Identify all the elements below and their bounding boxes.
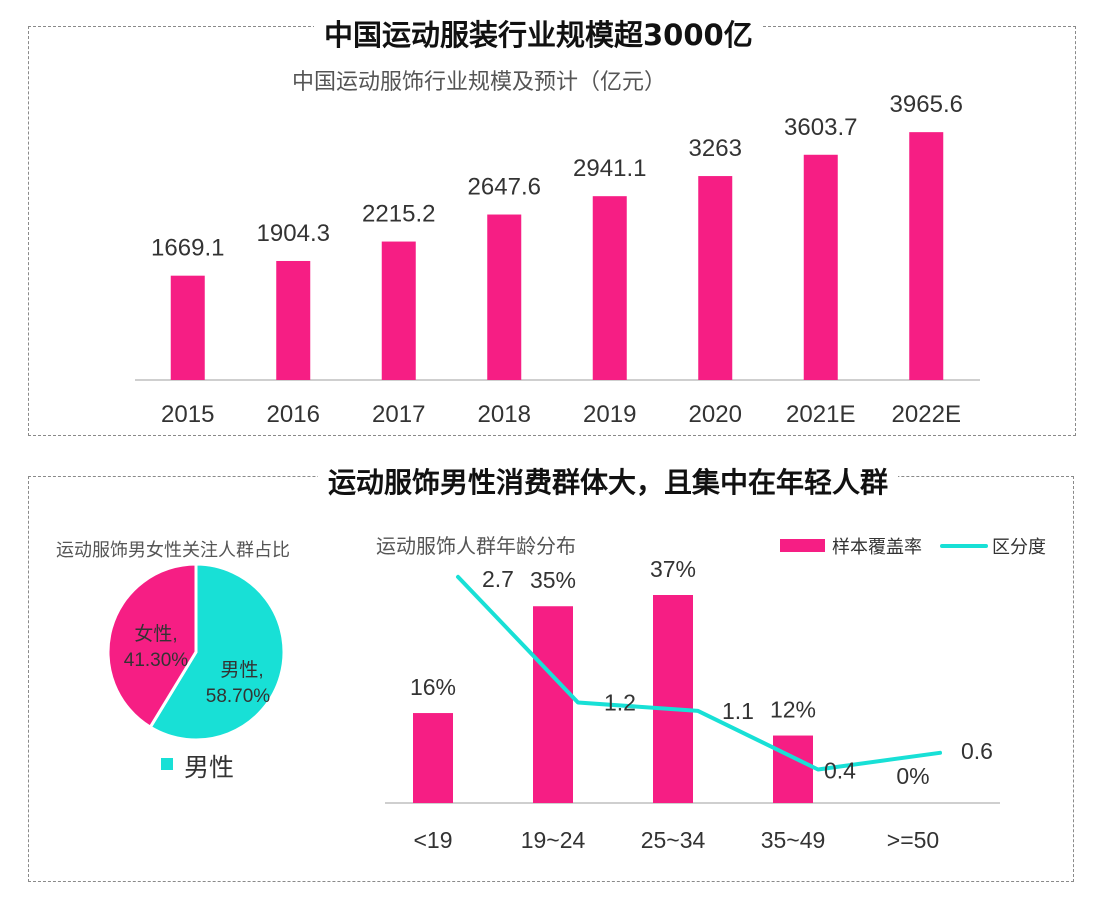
legend-label-discrimination: 区分度 [992,537,1046,557]
data-label-2020: 3263 [689,135,742,162]
age-x-tick-2: 25~34 [641,827,706,853]
age-bar-1 [533,606,573,803]
pie-label-female-name: 女性, [134,623,177,645]
bar-2017 [381,241,416,380]
data-label-2019: 2941.1 [573,155,646,182]
age-chart-title: 运动服饰人群年龄分布 [376,534,576,558]
pie-slice-female [106,562,198,730]
age-x-tick-1: 19~24 [521,827,586,853]
data-label-2016: 1904.3 [257,220,330,247]
age-bar-2 [653,595,693,803]
bar-2019 [592,196,627,380]
bottom-panel-title: 运动服饰男性消费群体大，且集中在年轻人群 [318,461,899,501]
data-label-2017: 2215.2 [362,201,435,228]
age-x-tick-3: 35~49 [761,827,826,853]
bar-2016 [276,260,311,380]
line-label-3: 0.4 [824,758,856,784]
data-label-2015: 1669.1 [151,235,224,262]
x-tick-2021E: 2021E [786,401,855,428]
x-tick-2019: 2019 [583,401,636,428]
pie-slice-male [148,562,286,742]
line-label-0: 2.7 [482,566,514,592]
age-bar-label-1: 35% [530,567,576,593]
x-tick-2020: 2020 [689,401,742,428]
pie-label-male-value: 58.70% [206,686,271,707]
bar-2018 [487,214,522,380]
data-label-2018: 2647.6 [468,174,541,201]
x-tick-2022E: 2022E [892,401,961,428]
age-bar-label-3: 12% [770,697,816,723]
top-chart-subtitle: 中国运动服饰行业规模及预计（亿元） [292,70,667,95]
age-bar-label-4: 0% [896,763,929,789]
top-panel-title: 中国运动服装行业规模超3000亿 [314,12,763,54]
age-x-tick-4: >=50 [887,827,939,853]
x-tick-2016: 2016 [267,401,320,428]
x-tick-2017: 2017 [372,401,425,428]
bar-2022E [909,132,944,380]
bar-2020 [698,176,733,380]
data-label-2021E: 3603.7 [784,114,857,141]
bar-2021E [803,154,838,380]
age-bar-0 [413,713,453,803]
line-label-1: 1.2 [604,690,636,716]
line-label-2: 1.1 [722,698,754,724]
legend-swatch-coverage [780,539,825,552]
age-bar-label-0: 16% [410,674,456,700]
legend-label-coverage: 样本覆盖率 [832,537,922,557]
x-tick-2015: 2015 [161,401,214,428]
pie-legend-swatch-male [161,758,173,770]
pie-label-male-name: 男性, [220,659,263,681]
x-tick-2018: 2018 [478,401,531,428]
age-bar-label-2: 37% [650,556,696,582]
pie-label-female-value: 41.30% [124,650,189,671]
pie-legend-label-male: 男性 [184,754,234,782]
bar-2015 [170,275,205,380]
data-label-2022E: 3965.6 [890,91,963,118]
discrimination-line [456,574,942,772]
pie-chart-title: 运动服饰男女性关注人群占比 [56,540,290,561]
age-x-tick-0: <19 [413,827,452,853]
age-bar-3 [773,735,813,803]
line-label-4: 0.6 [961,738,993,764]
